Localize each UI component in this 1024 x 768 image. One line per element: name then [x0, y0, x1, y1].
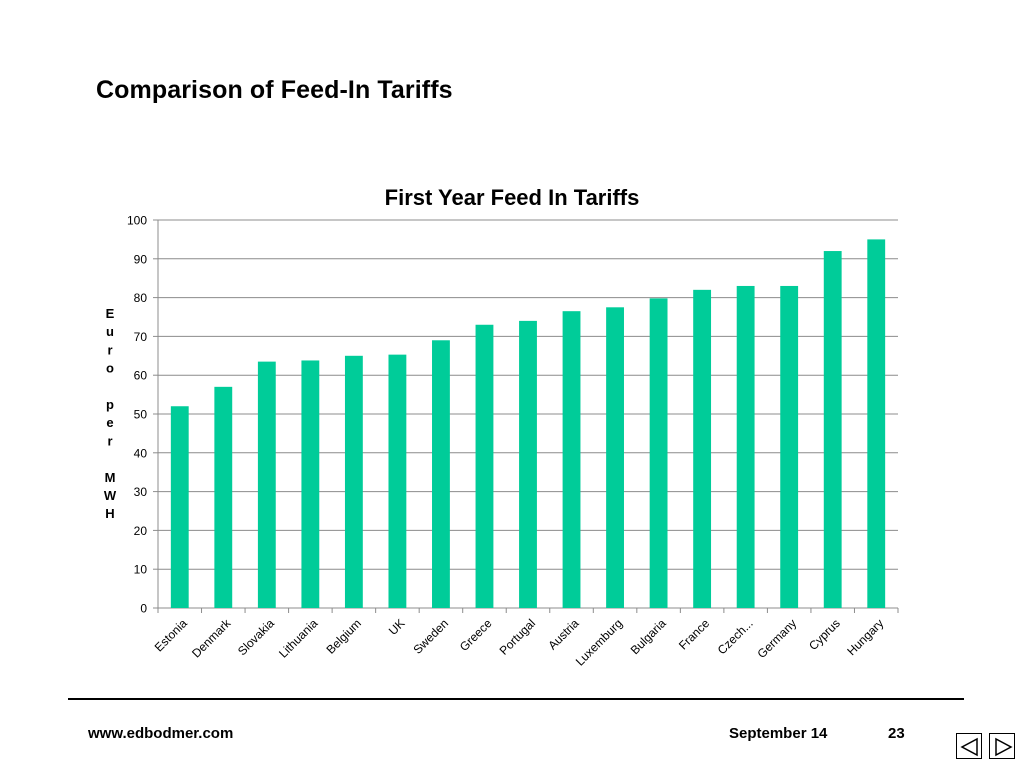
chart-title: First Year Feed In Tariffs: [385, 185, 640, 210]
bar: [562, 311, 581, 608]
x-tick-label: Luxemburg: [573, 616, 625, 668]
y-axis-label-letter: W: [104, 488, 117, 503]
y-tick-label: 60: [134, 369, 148, 383]
y-axis-label-letter: H: [105, 506, 114, 521]
x-tick-label: Czech...: [715, 616, 756, 657]
footer-divider: [68, 698, 964, 700]
bar: [344, 355, 363, 608]
y-tick-label: 70: [134, 330, 148, 344]
y-axis-label-letter: r: [107, 433, 112, 448]
bar: [736, 285, 755, 608]
y-axis-label-letter: E: [106, 306, 115, 321]
triangle-right-icon: [995, 737, 1013, 757]
y-tick-label: 20: [134, 524, 148, 538]
y-tick-label: 0: [140, 602, 147, 616]
x-tick-label: Austria: [545, 616, 582, 653]
y-tick-label: 10: [134, 563, 148, 577]
x-tick-label: Sweden: [410, 616, 451, 657]
bar: [475, 324, 494, 608]
y-tick-label: 100: [127, 214, 147, 228]
bar: [170, 406, 189, 608]
bar: [214, 386, 233, 608]
y-tick-label: 80: [134, 291, 148, 305]
previous-slide-button[interactable]: [956, 733, 982, 759]
x-tick-label: Germany: [754, 616, 799, 661]
x-tick-label: Cyprus: [806, 616, 843, 653]
y-tick-label: 50: [134, 408, 148, 422]
triangle-left-icon: [960, 737, 978, 757]
y-axis-label-letter: e: [106, 415, 113, 430]
footer-website: www.edbodmer.com: [88, 725, 234, 742]
y-axis-label-letter: p: [106, 397, 114, 412]
x-tick-label: UK: [386, 616, 408, 638]
bar: [606, 307, 624, 608]
bar: [867, 239, 886, 608]
x-tick-label: Belgium: [323, 616, 364, 657]
y-axis-label-letter: M: [105, 470, 116, 485]
x-tick-label: Bulgaria: [628, 616, 669, 657]
bar: [649, 298, 668, 608]
y-tick-label: 40: [134, 446, 148, 460]
bar: [388, 354, 407, 608]
bar: [823, 251, 842, 609]
bar: [519, 320, 537, 608]
x-tick-label: France: [676, 616, 713, 653]
y-axis-label-letter: r: [107, 342, 112, 357]
y-axis-label-letter: o: [106, 361, 114, 376]
x-tick-label: Estonia: [152, 616, 190, 654]
y-tick-label: 30: [134, 485, 148, 499]
bar: [780, 285, 799, 608]
y-axis-label-letter: u: [106, 324, 114, 339]
bar-chart: First Year Feed In Tariffs 0 10 20 30 40 50 60 7…: [104, 185, 899, 669]
bar: [257, 361, 276, 608]
x-tick-label: Denmark: [189, 616, 234, 661]
x-tick-label: Greece: [457, 616, 495, 654]
y-tick-label: 90: [134, 252, 148, 266]
bar: [432, 340, 450, 608]
bar: [301, 360, 320, 608]
next-slide-button[interactable]: [989, 733, 1015, 759]
bar: [693, 289, 712, 608]
x-tick-label: Portugal: [497, 616, 539, 658]
x-tick-label: Hungary: [844, 616, 886, 658]
slide-title: Comparison of Feed-In Tariffs: [96, 76, 453, 104]
x-tick-label: Lithuania: [276, 616, 321, 661]
footer-date: September 14: [729, 725, 828, 742]
x-tick-label: Slovakia: [235, 616, 277, 658]
page-number: 23: [888, 725, 905, 742]
